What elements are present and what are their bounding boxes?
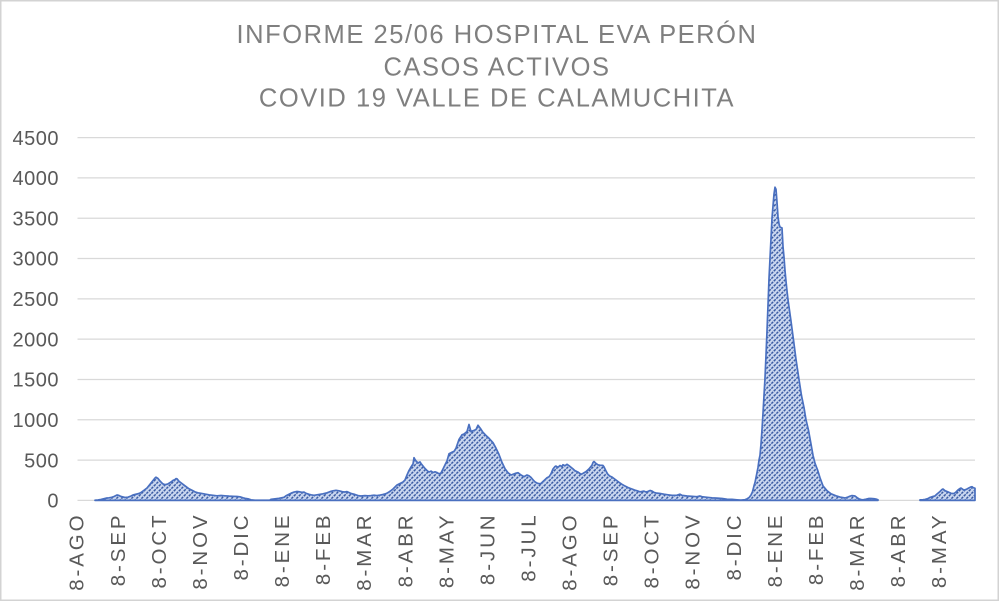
svg-text:CASOS ACTIVOS: CASOS ACTIVOS — [383, 54, 610, 82]
svg-text:8-DIC: 8-DIC — [230, 513, 253, 581]
svg-text:COVID 19 VALLE DE CALAMUCHITA: COVID 19 VALLE DE CALAMUCHITA — [259, 85, 735, 113]
svg-text:8-MAR: 8-MAR — [846, 513, 869, 591]
svg-text:8-FEB: 8-FEB — [312, 513, 335, 586]
svg-text:8-NOV: 8-NOV — [189, 513, 212, 590]
svg-text:2500: 2500 — [13, 289, 60, 311]
svg-text:500: 500 — [24, 450, 59, 472]
svg-text:8-AGO: 8-AGO — [559, 513, 582, 591]
svg-text:8-ABR: 8-ABR — [887, 513, 910, 588]
svg-text:1500: 1500 — [13, 370, 60, 392]
svg-text:INFORME 25/06 HOSPITAL EVA PER: INFORME 25/06 HOSPITAL EVA PERÓN — [236, 20, 757, 49]
svg-text:8-SEP: 8-SEP — [107, 513, 130, 587]
svg-text:8-ENE: 8-ENE — [764, 513, 787, 588]
svg-text:2000: 2000 — [13, 329, 60, 351]
svg-text:8-NOV: 8-NOV — [682, 513, 705, 590]
svg-text:8-OCT: 8-OCT — [148, 513, 171, 589]
svg-text:8-MAY: 8-MAY — [435, 513, 458, 589]
svg-text:1000: 1000 — [13, 410, 60, 432]
svg-text:8-ABR: 8-ABR — [394, 513, 417, 588]
svg-text:8-MAR: 8-MAR — [353, 513, 376, 591]
svg-text:0: 0 — [47, 491, 59, 513]
svg-text:8-JUL: 8-JUL — [518, 513, 541, 582]
svg-text:8-OCT: 8-OCT — [641, 513, 664, 589]
svg-text:3500: 3500 — [13, 208, 60, 230]
svg-text:4000: 4000 — [13, 168, 60, 190]
svg-text:8-JUN: 8-JUN — [476, 513, 499, 586]
svg-text:8-AGO: 8-AGO — [66, 513, 89, 591]
svg-text:8-ENE: 8-ENE — [271, 513, 294, 588]
svg-text:8-FEB: 8-FEB — [805, 513, 828, 586]
svg-text:4500: 4500 — [13, 128, 60, 150]
svg-text:8-DIC: 8-DIC — [723, 513, 746, 581]
svg-text:3000: 3000 — [13, 249, 60, 271]
svg-text:8-SEP: 8-SEP — [600, 513, 623, 587]
svg-text:8-MAY: 8-MAY — [928, 513, 951, 589]
